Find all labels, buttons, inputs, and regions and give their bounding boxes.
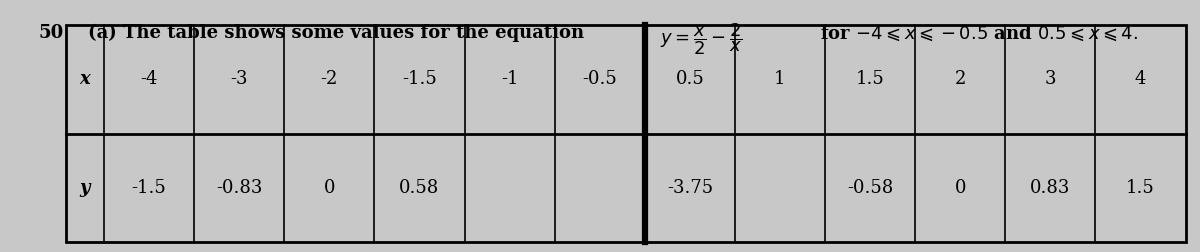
Text: for $-4 \leqslant x \leqslant -0.5$ and $0.5 \leqslant x \leqslant 4.$: for $-4 \leqslant x \leqslant -0.5$ and … bbox=[820, 24, 1138, 43]
Text: 4: 4 bbox=[1135, 70, 1146, 88]
Text: -4: -4 bbox=[140, 70, 157, 88]
Text: 2: 2 bbox=[954, 70, 966, 88]
Text: 1.5: 1.5 bbox=[856, 70, 884, 88]
Text: (a) The table shows some values for the equation: (a) The table shows some values for the … bbox=[88, 24, 584, 42]
Text: 1: 1 bbox=[774, 70, 786, 88]
Text: -0.5: -0.5 bbox=[582, 70, 617, 88]
Text: -3: -3 bbox=[230, 70, 248, 88]
Text: -2: -2 bbox=[320, 70, 338, 88]
Text: -1: -1 bbox=[500, 70, 518, 88]
Text: 0.58: 0.58 bbox=[400, 179, 439, 197]
Text: y: y bbox=[79, 179, 90, 197]
Text: x: x bbox=[79, 70, 90, 88]
Text: -0.58: -0.58 bbox=[847, 179, 893, 197]
Text: 1.5: 1.5 bbox=[1126, 179, 1154, 197]
Text: 0: 0 bbox=[324, 179, 335, 197]
Text: 50: 50 bbox=[38, 24, 64, 42]
Text: 0.83: 0.83 bbox=[1031, 179, 1070, 197]
Text: -3.75: -3.75 bbox=[667, 179, 713, 197]
Text: 0: 0 bbox=[954, 179, 966, 197]
Text: -1.5: -1.5 bbox=[402, 70, 437, 88]
Text: $y = \dfrac{x}{2} - \dfrac{2}{x}$: $y = \dfrac{x}{2} - \dfrac{2}{x}$ bbox=[660, 21, 743, 57]
Text: 0.5: 0.5 bbox=[676, 70, 704, 88]
Text: -1.5: -1.5 bbox=[132, 179, 167, 197]
Text: -0.83: -0.83 bbox=[216, 179, 263, 197]
Bar bbox=[66, 25, 1186, 242]
Text: 3: 3 bbox=[1045, 70, 1056, 88]
